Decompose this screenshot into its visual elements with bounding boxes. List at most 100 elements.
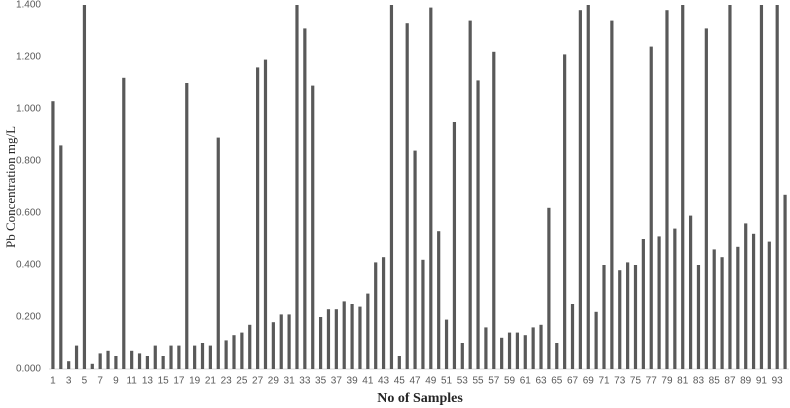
bar	[342, 301, 346, 369]
x-tick-label: 51	[441, 376, 453, 387]
bar	[633, 265, 638, 369]
bar	[153, 345, 157, 369]
x-tick-label: 83	[693, 376, 705, 387]
x-tick-label: 69	[583, 376, 595, 387]
bar	[657, 236, 661, 369]
bar	[720, 257, 724, 369]
bar	[507, 332, 512, 369]
x-tick-label: 59	[504, 376, 516, 387]
bar	[563, 54, 567, 370]
bar	[318, 317, 323, 369]
bar	[224, 340, 228, 369]
bar	[161, 356, 165, 369]
bar	[586, 5, 590, 369]
bar	[429, 7, 433, 369]
bar	[279, 314, 283, 369]
x-tick-label: 11	[126, 376, 137, 387]
bar	[444, 319, 449, 369]
x-tick-label: 1	[50, 376, 56, 387]
x-tick-label: 67	[567, 376, 579, 387]
y-tick-label: 1.000	[16, 104, 41, 115]
x-tick-label: 55	[472, 376, 484, 387]
bar	[98, 353, 102, 369]
bar	[484, 327, 488, 369]
bar	[397, 356, 401, 369]
bar	[303, 28, 307, 370]
x-tick-label: 53	[457, 376, 469, 387]
bar	[570, 304, 575, 369]
bar	[208, 345, 212, 369]
x-tick-label: 41	[362, 376, 374, 387]
bar	[67, 361, 71, 369]
bar	[366, 293, 370, 369]
bar	[169, 345, 173, 369]
x-tick-label: 93	[772, 376, 784, 387]
bar	[468, 20, 472, 369]
bar	[688, 215, 693, 369]
bar	[350, 304, 354, 369]
bar	[452, 122, 457, 369]
x-tick-label: 27	[252, 376, 264, 387]
bar	[594, 311, 598, 369]
x-tick-label: 15	[158, 376, 170, 387]
x-tick-label: 9	[113, 376, 119, 387]
bar	[405, 23, 409, 369]
bar	[240, 332, 244, 369]
bar	[381, 257, 386, 369]
bar	[618, 270, 622, 369]
bar	[200, 343, 205, 369]
bar	[271, 322, 275, 369]
x-tick-label: 37	[331, 376, 343, 387]
bar	[122, 77, 126, 370]
bar	[114, 356, 118, 369]
bar	[256, 67, 260, 370]
x-tick-label: 57	[488, 376, 500, 387]
x-tick-label: 87	[724, 376, 736, 387]
x-tick-label: 91	[756, 376, 768, 387]
bar	[578, 10, 582, 369]
bar	[137, 353, 142, 369]
x-tick-label: 47	[410, 376, 422, 387]
x-tick-label: 75	[630, 376, 642, 387]
bar	[389, 5, 394, 369]
bar	[712, 249, 716, 369]
bar	[515, 332, 520, 369]
bar	[177, 345, 181, 369]
bar	[602, 265, 606, 369]
x-tick-label: 61	[520, 376, 532, 387]
bar	[74, 345, 79, 369]
bar	[736, 246, 740, 369]
x-tick-label: 7	[97, 376, 103, 387]
bar	[728, 5, 732, 369]
bar	[555, 343, 559, 369]
bar	[665, 10, 669, 369]
bar	[358, 306, 362, 369]
bar	[59, 145, 63, 369]
bar	[704, 28, 708, 370]
x-tick-label: 49	[425, 376, 437, 387]
bar	[626, 262, 630, 369]
bar	[539, 324, 543, 369]
x-axis-title: No of Samples	[377, 391, 463, 406]
bar	[413, 150, 417, 369]
x-tick-label: 21	[205, 376, 217, 387]
x-tick-label: 19	[189, 376, 201, 387]
x-tick-label: 31	[284, 376, 296, 387]
y-tick-label: 0.600	[16, 208, 41, 219]
y-tick-label: 0.800	[16, 156, 41, 167]
bar	[744, 223, 748, 369]
x-tick-label: 73	[614, 376, 626, 387]
bar	[492, 51, 496, 370]
y-tick-label: 0.200	[16, 312, 41, 323]
bar	[547, 207, 551, 369]
bar	[311, 85, 315, 369]
x-tick-label: 25	[236, 376, 248, 387]
bar	[751, 233, 756, 369]
bar	[216, 137, 220, 369]
x-tick-label: 79	[661, 376, 673, 387]
x-tick-label: 23	[221, 376, 233, 387]
x-tick-label: 85	[709, 376, 721, 387]
bar	[775, 5, 779, 369]
x-tick-label: 33	[299, 376, 311, 387]
x-tick-label: 39	[347, 376, 359, 387]
